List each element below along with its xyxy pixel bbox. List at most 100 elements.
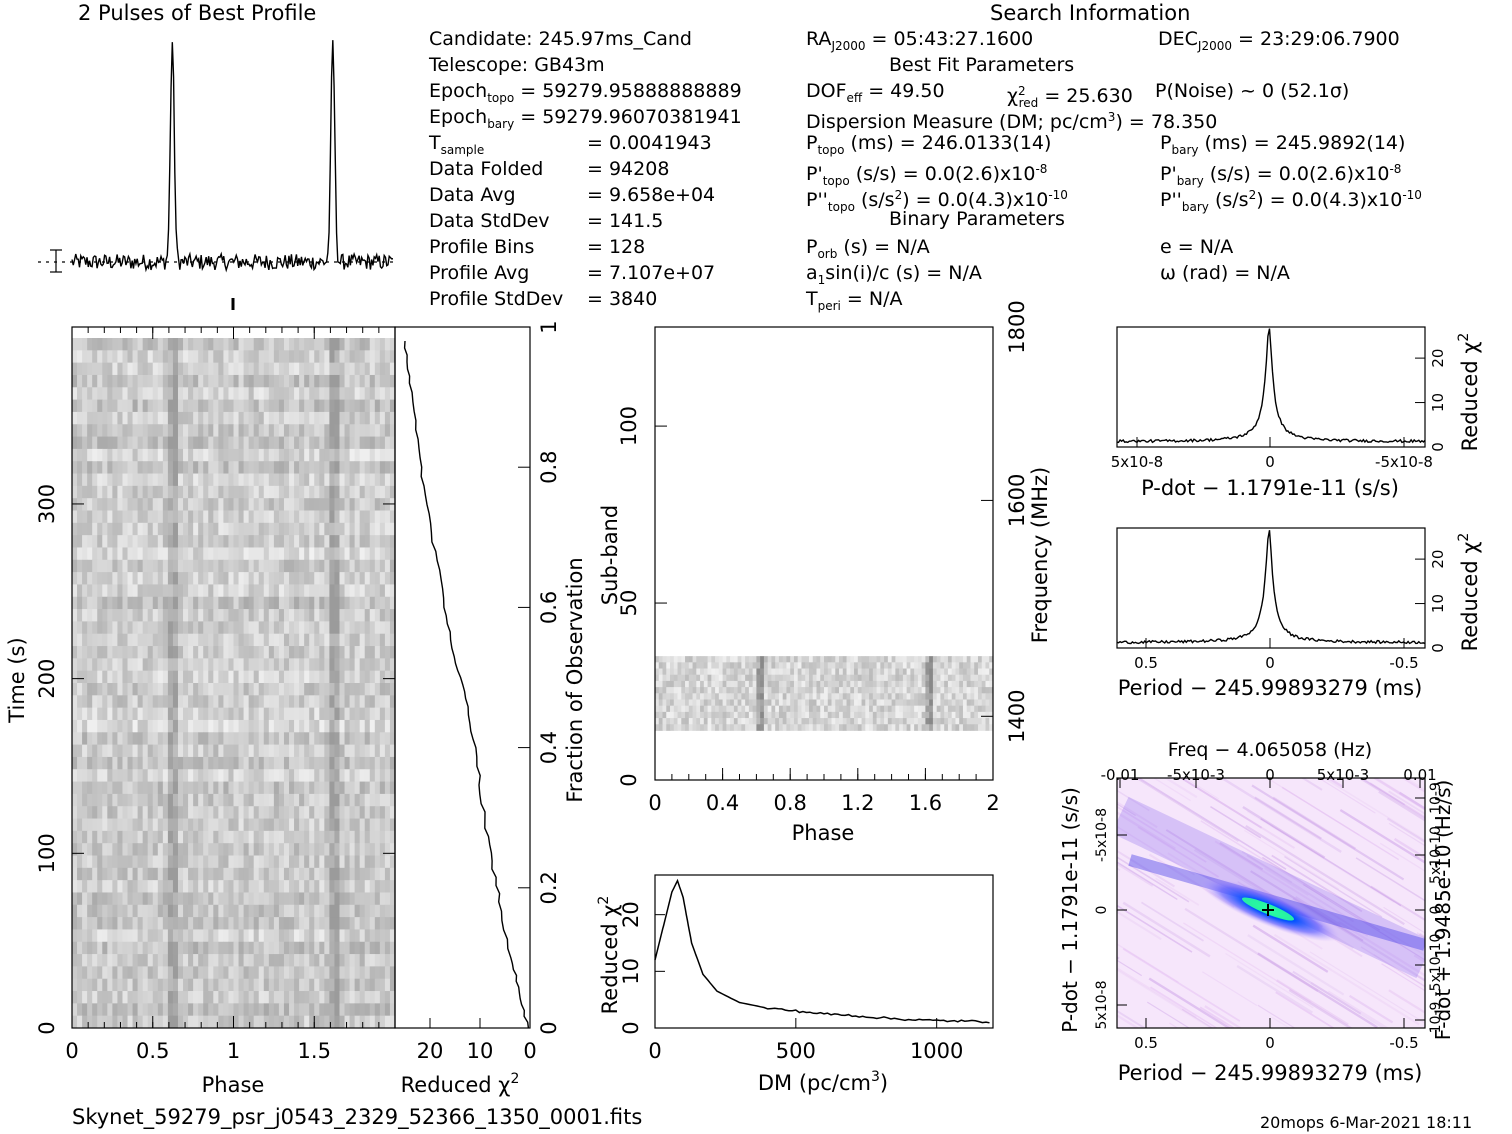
heatmap-cell	[102, 905, 107, 918]
heatmap-cell	[102, 338, 107, 351]
subband-cell	[948, 724, 952, 731]
heatmap-cell	[97, 609, 102, 622]
heatmap-cell	[102, 449, 107, 462]
heatmap-cell	[360, 387, 365, 400]
heatmap-cell	[173, 954, 178, 967]
heatmap-cell	[203, 461, 208, 474]
heatmap-cell	[228, 609, 233, 622]
heatmap-cell	[385, 474, 390, 487]
subband-cell	[955, 724, 959, 731]
heatmap-cell	[158, 621, 163, 634]
heatmap-cell	[122, 966, 127, 979]
heatmap-cell	[370, 412, 375, 425]
subband-cell	[967, 699, 971, 706]
subband-cell	[738, 699, 742, 706]
heatmap-cell	[244, 621, 249, 634]
subband-cell	[895, 706, 899, 713]
heatmap-cell	[264, 905, 269, 918]
heatmap-cell	[239, 498, 244, 511]
subband-cell	[681, 693, 685, 700]
heatmap-cell	[294, 437, 299, 450]
heatmap-cell	[158, 437, 163, 450]
heatmap-cell	[122, 511, 127, 524]
subband-cell	[663, 669, 667, 676]
heatmap-cell	[279, 806, 284, 819]
heatmap-cell	[350, 1016, 355, 1029]
heatmap-cell	[284, 769, 289, 782]
subband-cell	[674, 681, 678, 688]
heatmap-cell	[289, 474, 294, 487]
heatmap-cell	[380, 412, 385, 425]
heatmap-cell	[304, 523, 309, 536]
heatmap-cell	[223, 929, 228, 942]
heatmap-cell	[370, 400, 375, 413]
heatmap-cell	[112, 831, 117, 844]
heatmap-cell	[163, 720, 168, 733]
heatmap-cell	[178, 597, 183, 610]
heatmap-cell	[244, 745, 249, 758]
heatmap-cell	[289, 437, 294, 450]
heatmap-cell	[87, 732, 92, 745]
heatmap-cell	[385, 523, 390, 536]
subband-cell	[884, 675, 888, 682]
subband-cell	[933, 724, 937, 731]
heatmap-cell	[117, 560, 122, 573]
subband-cell	[918, 675, 922, 682]
subband-cell	[790, 718, 794, 725]
heatmap-cell	[208, 363, 213, 376]
subband-cell	[670, 712, 674, 719]
subband-cell	[918, 662, 922, 669]
heatmap-cell	[239, 843, 244, 856]
heatmap-cell	[345, 942, 350, 955]
subband-cell	[832, 687, 836, 694]
heatmap-cell	[284, 782, 289, 795]
redchi-x-tick-label: 10	[467, 1039, 494, 1063]
heatmap-cell	[234, 338, 239, 351]
subband-cell	[813, 724, 817, 731]
heatmap-cell	[299, 560, 304, 573]
subband-cell	[779, 662, 783, 669]
subband-cell	[858, 693, 862, 700]
subband-cell	[918, 718, 922, 725]
subband-cell	[925, 699, 929, 706]
heatmap-cell	[370, 708, 375, 721]
subband-cell	[985, 718, 989, 725]
subband-cell	[937, 687, 941, 694]
heatmap-cell	[82, 572, 87, 585]
heatmap-cell	[385, 843, 390, 856]
heatmap-cell	[72, 400, 77, 413]
heatmap-cell	[234, 547, 239, 560]
pdot-x-tick-label: -5x10-8	[1375, 453, 1433, 471]
heatmap-cell	[234, 708, 239, 721]
heatmap-cell	[355, 1003, 360, 1016]
heatmap-cell	[148, 597, 153, 610]
sub-x-tick-label: 1.6	[909, 791, 942, 815]
heatmap-cell	[345, 819, 350, 832]
heatmap-cell	[173, 708, 178, 721]
heatmap-cell	[385, 461, 390, 474]
heatmap-cell	[148, 523, 153, 536]
heatmap-cell	[218, 905, 223, 918]
heatmap-cell	[112, 634, 117, 647]
subband-cell	[749, 681, 753, 688]
heatmap-cell	[370, 892, 375, 905]
heatmap-cell	[158, 424, 163, 437]
heatmap-cell	[360, 350, 365, 363]
subband-cell	[918, 712, 922, 719]
heatmap-cell	[239, 609, 244, 622]
heatmap-cell	[274, 1016, 279, 1029]
heatmap-cell	[228, 572, 233, 585]
heatmap-cell	[339, 905, 344, 918]
heatmap-cell	[112, 942, 117, 955]
heatmap-cell	[208, 892, 213, 905]
subband-cell	[888, 712, 892, 719]
heatmap-cell	[193, 831, 198, 844]
heatmap-cell	[102, 572, 107, 585]
subband-cell	[974, 699, 978, 706]
heatmap-cell	[304, 831, 309, 844]
heatmap-cell	[294, 991, 299, 1004]
heatmap-cell	[304, 658, 309, 671]
heatmap-cell	[213, 806, 218, 819]
heatmap-cell	[102, 991, 107, 1004]
heatmap-cell	[345, 424, 350, 437]
